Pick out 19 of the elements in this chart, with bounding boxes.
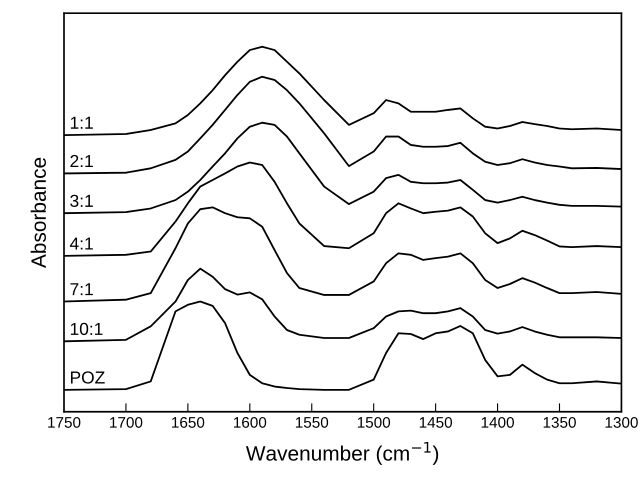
- series-label: 1:1: [70, 116, 93, 129]
- x-tick-label: 1650: [172, 417, 204, 428]
- x-tick-label: 1400: [482, 417, 514, 428]
- x-tick-label: 1600: [234, 417, 266, 428]
- x-tick-label: 1300: [606, 417, 638, 428]
- series-label: 7:1: [70, 283, 93, 296]
- y-axis-title: Absorbance: [30, 158, 46, 268]
- x-tick-label: 1500: [358, 417, 390, 428]
- x-tick-label: 1550: [296, 417, 328, 428]
- series-label: POZ: [70, 371, 105, 384]
- series-label: 4:1: [70, 238, 93, 250]
- series-label: 10:1: [70, 322, 102, 336]
- series-label: 3:1: [70, 194, 93, 207]
- x-tick-label: 1700: [110, 417, 142, 428]
- x-axis-title: Wavenumber (cm$^{−1}$): [246, 442, 438, 465]
- x-tick-label: 1350: [544, 417, 576, 428]
- series-label: 2:1: [70, 154, 93, 168]
- x-tick-label: 1750: [48, 417, 80, 428]
- x-tick-label: 1450: [420, 417, 452, 428]
